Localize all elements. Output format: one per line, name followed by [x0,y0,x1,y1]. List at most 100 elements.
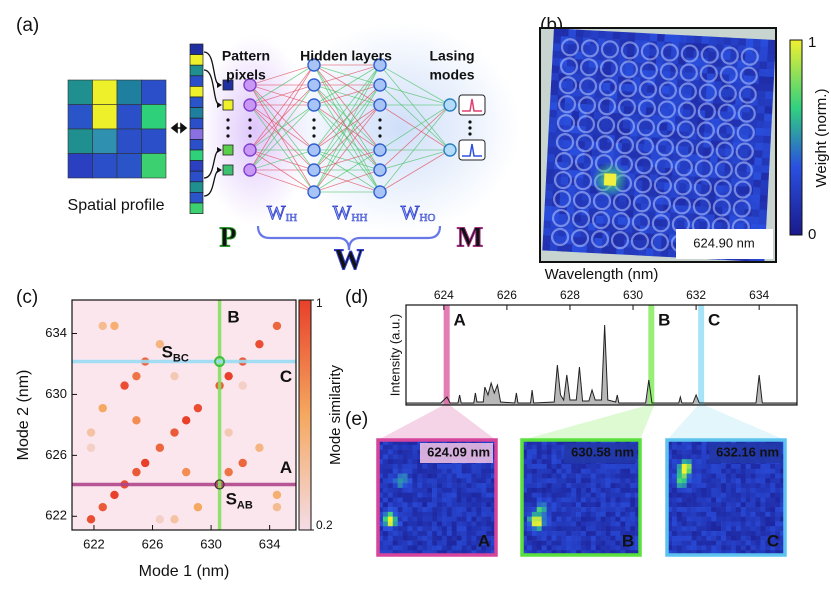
hole-ring [596,116,616,135]
mode-pixel [417,502,423,508]
x-axis-label: Mode 1 (nm) [139,563,230,580]
mode-pixel [667,444,673,450]
mode-pixel [571,478,577,484]
mode-pixel [780,483,786,489]
mode-pixel [581,531,587,537]
mode-pixel [526,535,533,541]
weight-pixel [763,128,772,137]
hole-ring [677,101,696,120]
mode-pixel [750,473,756,479]
mode-pixel [686,478,692,484]
mode-pixel [412,449,418,455]
connection [379,104,451,171]
mode-pixel [780,521,786,527]
connection [313,84,381,193]
plot-area [72,300,296,530]
mode-pixel [446,521,453,527]
hole-ring [633,175,653,194]
mode-pixel [760,535,766,541]
mode-pixel [536,444,542,450]
weight-pixel [678,183,687,192]
mode-pixel [526,463,533,470]
hole-ring [595,135,615,154]
weight-pixel [618,202,627,211]
weight-pixel [573,214,582,223]
mode-pixel [681,463,687,470]
mode-pixel [476,473,482,479]
connection [249,149,315,171]
mode-pixel [686,550,692,556]
mode-pixel [536,449,542,455]
weight-pixel [664,34,673,43]
mode-pixel [671,516,678,522]
mode-pixel [491,502,497,508]
mode-pixel [590,497,597,503]
mode-pixel [600,540,606,546]
mode-pixel [625,487,631,494]
pixel-column [189,139,204,151]
mode-pixel [585,526,592,532]
mode-pixel [541,502,547,508]
mode-pixel [711,487,717,494]
mode-pixel [686,444,692,450]
mode-pixel [605,478,611,484]
mode-pixel [595,463,601,470]
mode-pixel [775,521,781,527]
mode-pixel [775,526,781,532]
panel-label: (c) [16,287,38,308]
mode-pixel [451,535,457,541]
weight-pixel [571,110,580,119]
mode-pixel [625,478,631,484]
mode-pixel [471,468,477,474]
mode-pixel [620,526,626,532]
weight-pixel [756,113,765,122]
hole-ring [718,84,737,103]
mode-pixel [605,526,611,532]
weight-pixel [711,118,720,127]
weight-pixel [548,117,558,126]
mode-pixel [716,507,722,513]
hole-ring [734,161,753,180]
weight-label: WHH [333,202,368,224]
mode-pixel [760,487,766,494]
mode-pixel [780,550,786,556]
mode-pixel [471,487,477,494]
weight-pixel [700,58,709,67]
mode-pixel [556,511,562,517]
mode-pixel [671,545,678,551]
mode-pixel [706,444,712,450]
mode-pixel [387,507,394,513]
mode-pixel [476,483,482,489]
mode-pixel [412,531,418,537]
mode-pixel [605,497,611,503]
weight-pixel [676,220,685,229]
mode-pixel [481,531,487,537]
node [307,185,321,199]
mode-pixel [686,492,692,498]
hole-ring [740,47,759,66]
weight-pixel [623,246,632,256]
weight-pixel [656,182,665,191]
mode-pixel [522,454,528,460]
mode-pixel [551,487,557,494]
ellipsis-dot [312,126,316,130]
mode-pixel [441,473,448,479]
mode-pixel [531,444,538,450]
weight-pixel [602,223,611,232]
mode-pixel [667,487,673,494]
mode-pixel [750,468,756,474]
mode-pixel [392,487,398,494]
mode-pixel [726,478,732,484]
line-label: C [280,367,292,386]
mode-pixel [590,550,597,556]
mode-pixel [536,545,542,551]
mode-pixel [775,507,781,513]
mode-pixel [600,516,606,522]
weight-pixel [552,50,561,59]
mode-pixel [387,478,394,484]
weight-pixel [620,31,629,40]
mode-pixel [422,473,428,479]
mode-pixel [407,487,413,494]
mode-pixel [600,521,606,527]
ellipsis-dot [468,126,472,130]
